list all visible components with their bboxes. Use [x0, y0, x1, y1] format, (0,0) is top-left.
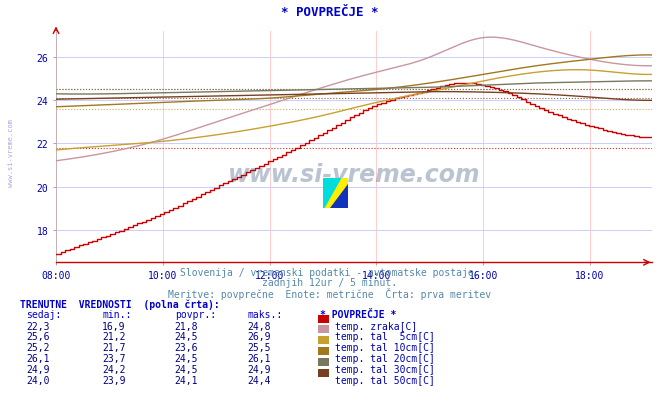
- Text: 24,4: 24,4: [247, 375, 271, 385]
- Text: 25,5: 25,5: [247, 342, 271, 352]
- Text: www.si-vreme.com: www.si-vreme.com: [8, 118, 14, 186]
- Text: 23,7: 23,7: [102, 353, 126, 363]
- Text: 26,1: 26,1: [247, 353, 271, 363]
- Text: maks.:: maks.:: [247, 310, 282, 320]
- Text: temp. zraka[C]: temp. zraka[C]: [335, 321, 417, 331]
- Polygon shape: [323, 178, 341, 209]
- Text: 21,7: 21,7: [102, 342, 126, 352]
- Text: 24,0: 24,0: [26, 375, 50, 385]
- Text: 23,9: 23,9: [102, 375, 126, 385]
- Text: TRENUTNE  VREDNOSTI  (polna črta):: TRENUTNE VREDNOSTI (polna črta):: [20, 299, 219, 309]
- Text: 23,6: 23,6: [175, 342, 198, 352]
- Text: 26,1: 26,1: [26, 353, 50, 363]
- Text: min.:: min.:: [102, 310, 132, 320]
- Text: povpr.:: povpr.:: [175, 310, 215, 320]
- Text: 22,3: 22,3: [26, 321, 50, 331]
- Text: 26,9: 26,9: [247, 332, 271, 342]
- Text: 21,8: 21,8: [175, 321, 198, 331]
- Text: www.si-vreme.com: www.si-vreme.com: [228, 163, 480, 187]
- Text: 24,2: 24,2: [102, 364, 126, 374]
- Text: 24,9: 24,9: [247, 364, 271, 374]
- Text: 24,5: 24,5: [175, 332, 198, 342]
- Text: temp. tal 20cm[C]: temp. tal 20cm[C]: [335, 353, 435, 363]
- Text: 25,6: 25,6: [26, 332, 50, 342]
- Text: temp. tal  5cm[C]: temp. tal 5cm[C]: [335, 332, 435, 342]
- Text: temp. tal 30cm[C]: temp. tal 30cm[C]: [335, 364, 435, 374]
- Text: sedaj:: sedaj:: [26, 310, 61, 320]
- Text: * POVPREČJE *: * POVPREČJE *: [320, 310, 396, 320]
- Text: 24,5: 24,5: [175, 364, 198, 374]
- Text: zadnjih 12ur / 5 minut.: zadnjih 12ur / 5 minut.: [262, 277, 397, 288]
- Text: temp. tal 10cm[C]: temp. tal 10cm[C]: [335, 342, 435, 352]
- Text: temp. tal 50cm[C]: temp. tal 50cm[C]: [335, 375, 435, 385]
- Text: 24,9: 24,9: [26, 364, 50, 374]
- Text: 25,2: 25,2: [26, 342, 50, 352]
- Polygon shape: [330, 184, 348, 209]
- Text: 16,9: 16,9: [102, 321, 126, 331]
- Text: 24,1: 24,1: [175, 375, 198, 385]
- Text: 24,5: 24,5: [175, 353, 198, 363]
- Text: 21,2: 21,2: [102, 332, 126, 342]
- Text: Meritve: povprečne  Enote: metrične  Črta: prva meritev: Meritve: povprečne Enote: metrične Črta:…: [168, 288, 491, 300]
- Text: Slovenija / vremenski podatki - avtomatske postaje.: Slovenija / vremenski podatki - avtomats…: [180, 267, 479, 277]
- Text: * POVPREČJE *: * POVPREČJE *: [281, 6, 378, 19]
- Text: 24,8: 24,8: [247, 321, 271, 331]
